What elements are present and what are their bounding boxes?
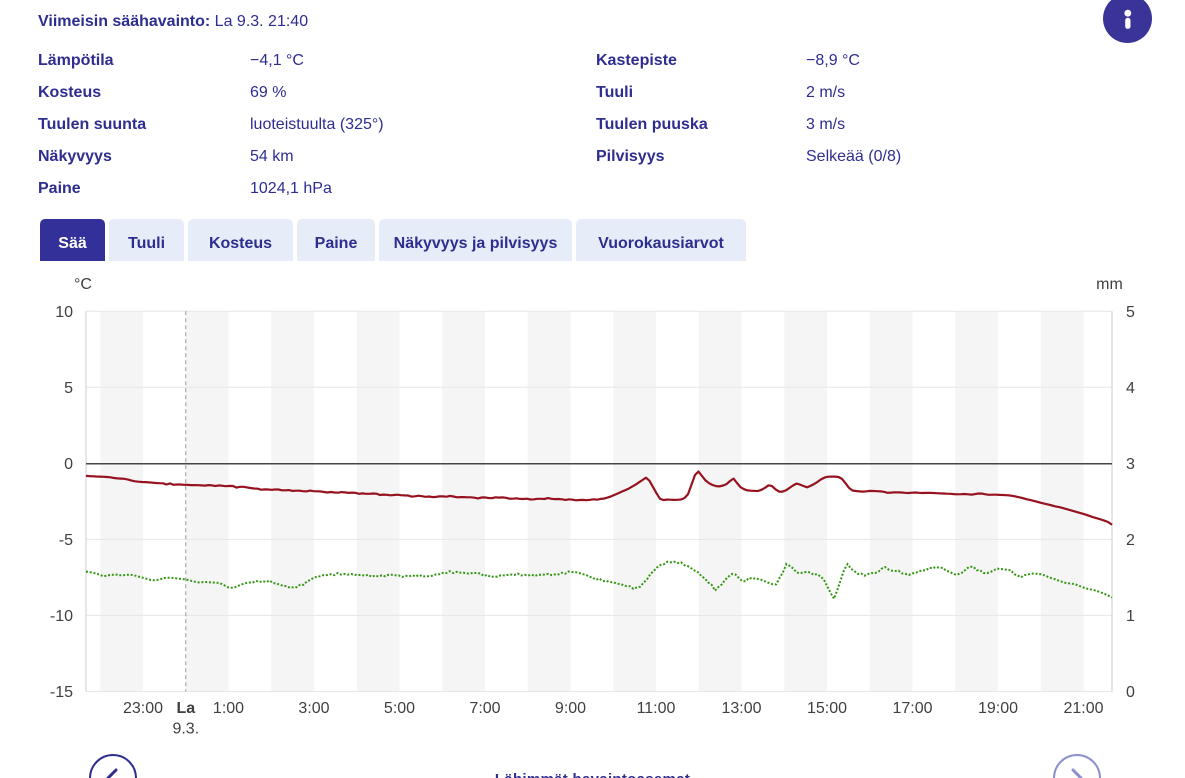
svg-text:3:00: 3:00 <box>298 700 329 717</box>
svg-text:5:00: 5:00 <box>384 700 415 717</box>
svg-text:13:00: 13:00 <box>721 700 761 717</box>
svg-text:1: 1 <box>1126 608 1135 625</box>
svg-text:11:00: 11:00 <box>637 700 676 717</box>
svg-text:17:00: 17:00 <box>892 700 932 717</box>
svg-text:2: 2 <box>1126 532 1135 549</box>
svg-text:3: 3 <box>1126 456 1135 473</box>
svg-text:19:00: 19:00 <box>978 700 1018 717</box>
svg-text:-5: -5 <box>59 532 73 549</box>
svg-text:21:00: 21:00 <box>1063 700 1103 717</box>
svg-text:0: 0 <box>64 456 73 473</box>
svg-text:9.3.: 9.3. <box>172 721 199 738</box>
svg-text:-15: -15 <box>50 684 73 701</box>
svg-text:mm: mm <box>1096 276 1123 293</box>
svg-text:10: 10 <box>55 304 73 321</box>
svg-text:La: La <box>176 700 195 717</box>
svg-text:5: 5 <box>1126 304 1135 321</box>
svg-text:9:00: 9:00 <box>555 700 586 717</box>
svg-text:7:00: 7:00 <box>469 700 500 717</box>
svg-text:23:00: 23:00 <box>123 700 163 717</box>
svg-text:1:00: 1:00 <box>213 700 244 717</box>
svg-text:-10: -10 <box>50 608 73 625</box>
svg-text:°C: °C <box>74 276 92 293</box>
svg-text:5: 5 <box>64 380 73 397</box>
svg-text:15:00: 15:00 <box>807 700 847 717</box>
svg-text:0: 0 <box>1126 684 1135 701</box>
svg-text:4: 4 <box>1126 380 1135 397</box>
